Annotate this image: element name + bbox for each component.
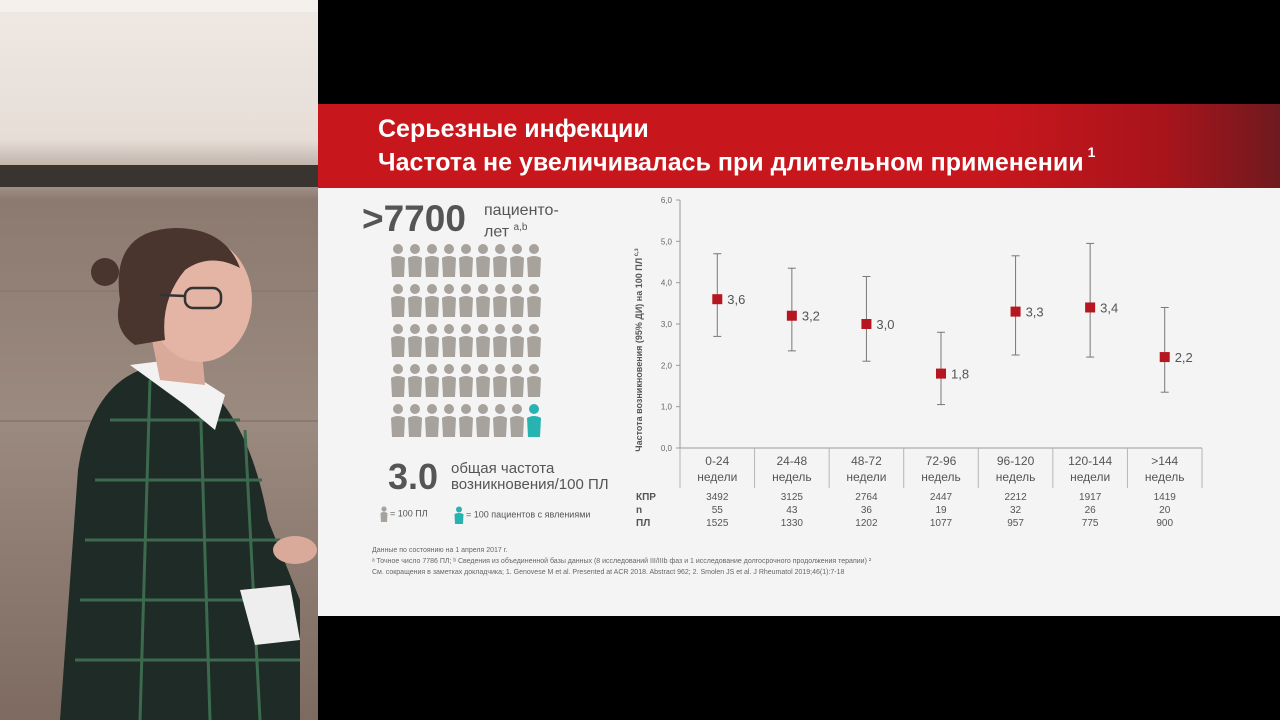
table-cell: 19: [935, 505, 947, 516]
footnote-date: Данные по состоянию на 1 апреля 2017 г.: [372, 547, 508, 554]
table-cell: 1330: [781, 518, 804, 529]
x-tick-label: 48-72: [851, 454, 882, 468]
x-tick-label-unit: недели: [697, 470, 737, 484]
table-cell: 1419: [1154, 492, 1177, 503]
data-label: 3,4: [1100, 300, 1118, 315]
footnote-references: См. сокращения в заметках докладчика; 1.…: [372, 569, 845, 576]
person-icon-highlight: [454, 506, 464, 524]
table-cell: 2764: [855, 492, 878, 503]
table-cell: 1202: [855, 518, 878, 529]
table-cell: 3492: [706, 492, 729, 503]
table-row-label: ПЛ: [636, 518, 650, 529]
data-point: [861, 319, 872, 329]
table-cell: 1525: [706, 518, 729, 529]
patient-years-value: >7700: [362, 198, 466, 239]
incidence-chart: 0,0 1,0 2,0 3,0 4,0 5,0 6,0 Частота возникновен…: [634, 196, 1203, 529]
patient-years-label-sup: a,b: [513, 222, 528, 233]
legend-gray: = 100 ПЛ: [380, 506, 428, 522]
x-tick-label-unit: недель: [921, 470, 961, 484]
table-cell: 2447: [930, 492, 953, 503]
y-tick-label: 4,0: [661, 279, 673, 288]
person-icon: [380, 506, 388, 522]
x-tick-label: >144: [1151, 454, 1178, 468]
patient-years-label: пациенто- лет a,b: [484, 202, 559, 240]
table-cell: 1917: [1079, 492, 1102, 503]
patient-years-label-line1: пациенто-: [484, 202, 559, 219]
x-tick-label-unit: недель: [1145, 470, 1185, 484]
slide: Серьезные инфекции Частота не увеличивал…: [318, 104, 1280, 616]
y-axis-label: Частота возникновения (95% ДИ) на 100 ПЛ…: [634, 248, 644, 451]
x-tick-label-unit: недель: [772, 470, 812, 484]
y-tick-label: 3,0: [661, 320, 673, 329]
x-tick-label: 72-96: [926, 454, 957, 468]
legend-gray-text: = 100 ПЛ: [390, 508, 428, 519]
data-label: 3,0: [876, 317, 894, 332]
legend-teal: = 100 пациентов с явлениями: [454, 506, 590, 524]
table-cell: 775: [1082, 518, 1099, 529]
data-point: [786, 310, 797, 321]
y-tick-label: 1,0: [661, 403, 673, 412]
data-point: [712, 294, 723, 305]
data-label: 3,2: [802, 309, 820, 324]
x-tick-label-unit: недель: [996, 470, 1036, 484]
y-tick-label: 5,0: [661, 237, 673, 246]
footnote-sources: ᵃ Точное число 7786 ПЛ; ᵇ Сведения из об…: [372, 558, 872, 565]
table-cell: 1077: [930, 518, 953, 529]
patient-years-label-line2: лет: [484, 223, 510, 241]
y-tick-label: 6,0: [661, 196, 673, 205]
rate-label-line2: возникновения/100 ПЛ: [451, 476, 609, 493]
x-tick-label-unit: недели: [1070, 470, 1110, 484]
table-row-label: КПР: [636, 492, 656, 503]
y-tick-label: 2,0: [661, 361, 673, 370]
x-tick-label: 0-24: [705, 454, 729, 468]
speaker-figure: [60, 228, 317, 720]
wall-light: [0, 0, 318, 12]
table-cell: 900: [1156, 518, 1173, 529]
table-cell: 957: [1007, 518, 1024, 529]
y-tick-label: 0,0: [661, 444, 673, 453]
data-label: 2,2: [1175, 350, 1193, 365]
table-cell: 2212: [1004, 492, 1027, 503]
data-point: [1010, 306, 1021, 317]
wall-rail: [0, 165, 318, 187]
data-label: 3,3: [1026, 305, 1044, 320]
data-label: 3,6: [727, 292, 745, 307]
table-row-label: n: [636, 505, 642, 516]
slide-subtitle-text: Частота не увеличивалась при длительном …: [378, 148, 1084, 177]
title-band: Серьезные инфекции Частота не увеличивал…: [318, 104, 1280, 188]
x-tick-label: 120-144: [1068, 454, 1112, 468]
data-point: [1085, 302, 1096, 313]
legend-teal-text: = 100 пациентов с явлениями: [466, 509, 591, 520]
slide-title: Серьезные инфекции: [378, 115, 649, 143]
slide-subtitle: Частота не увеличивалась при длительном …: [378, 144, 1095, 177]
presentation-area: Серьезные инфекции Частота не увеличивал…: [318, 0, 1280, 720]
data-label: 1,8: [951, 367, 969, 382]
rate-value: 3.0: [388, 456, 439, 497]
title-reference: 1: [1087, 144, 1096, 160]
table-cell: 26: [1085, 505, 1097, 516]
table-cell: 20: [1159, 505, 1171, 516]
x-tick-label-unit: недели: [846, 470, 886, 484]
table-cell: 43: [786, 505, 798, 516]
table-cell: 32: [1010, 505, 1022, 516]
rate-label-line1: общая частота: [451, 460, 555, 477]
data-point: [1159, 352, 1170, 363]
table-cell: 36: [861, 505, 873, 516]
data-point: [936, 368, 946, 379]
x-tick-label: 96-120: [997, 454, 1035, 468]
x-tick-label: 24-48: [777, 454, 808, 468]
camera-video-speaker: [0, 0, 318, 720]
table-cell: 55: [712, 505, 724, 516]
table-cell: 3125: [781, 492, 804, 503]
rate-label: общая частота возникновения/100 ПЛ: [451, 461, 609, 493]
